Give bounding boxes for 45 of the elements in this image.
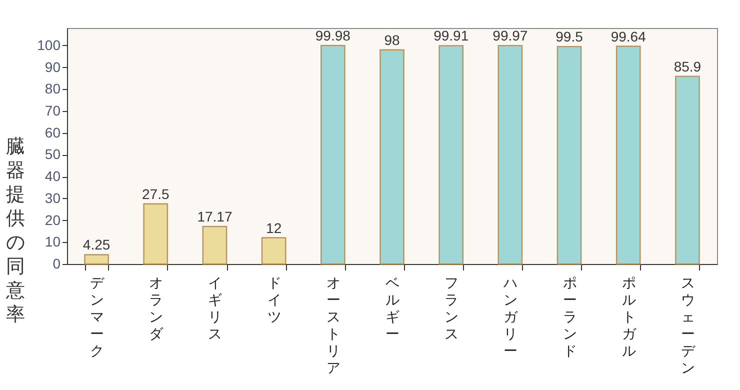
- y-tick-label: 10: [44, 234, 61, 250]
- x-tick-label: ポルトガル: [622, 276, 637, 360]
- x-tick-label: ドイツ: [267, 276, 282, 326]
- y-tick-label: 30: [44, 190, 61, 206]
- data-label: 99.64: [610, 28, 646, 44]
- x-tick-label: オランダ: [149, 276, 164, 342]
- x-tick-label: スウェーデン: [680, 276, 696, 376]
- y-tick-label: 80: [44, 80, 61, 97]
- data-label: 27.5: [142, 186, 170, 202]
- y-axis-title: 臓器提供の同意率: [5, 136, 25, 326]
- bar: [438, 45, 464, 265]
- x-tick-label: フランス: [444, 276, 459, 342]
- x-tick-label: オーストリア: [326, 276, 340, 376]
- data-label: 99.97: [492, 28, 528, 44]
- y-tick-label: 40: [44, 168, 61, 184]
- data-label: 99.98: [315, 28, 351, 44]
- bar: [320, 44, 346, 265]
- data-label: 98: [384, 32, 400, 48]
- bar: [202, 226, 228, 265]
- bar: [498, 44, 523, 265]
- bar: [143, 203, 168, 265]
- x-tick-label: ハンガリー: [502, 276, 519, 360]
- data-label: 99.5: [556, 28, 584, 45]
- bar: [380, 49, 404, 265]
- x-tick-label: ポーランド: [562, 276, 577, 360]
- bar: [84, 254, 109, 265]
- y-tick-label: 90: [44, 58, 61, 75]
- x-tick-label: ベルギー: [386, 276, 400, 342]
- bar: [675, 76, 700, 265]
- x-tick-label: イギリス: [208, 276, 222, 342]
- y-tick-label: 70: [44, 102, 61, 119]
- y-tick-label: 100: [37, 36, 61, 53]
- y-tick-label: 0: [52, 256, 61, 272]
- data-label: 12: [266, 220, 282, 236]
- y-tick-label: 60: [44, 124, 61, 140]
- x-tick-label: デンマーク: [90, 276, 106, 360]
- y-tick-label: 20: [44, 212, 61, 228]
- data-label: 85.9: [674, 58, 702, 74]
- bar: [556, 46, 582, 265]
- bar: [616, 46, 641, 265]
- data-label: 4.25: [82, 236, 110, 253]
- bar: [261, 237, 286, 265]
- y-tick-label: 50: [44, 146, 61, 162]
- data-label: 17.17: [197, 208, 232, 224]
- data-label: 99.91: [434, 28, 469, 44]
